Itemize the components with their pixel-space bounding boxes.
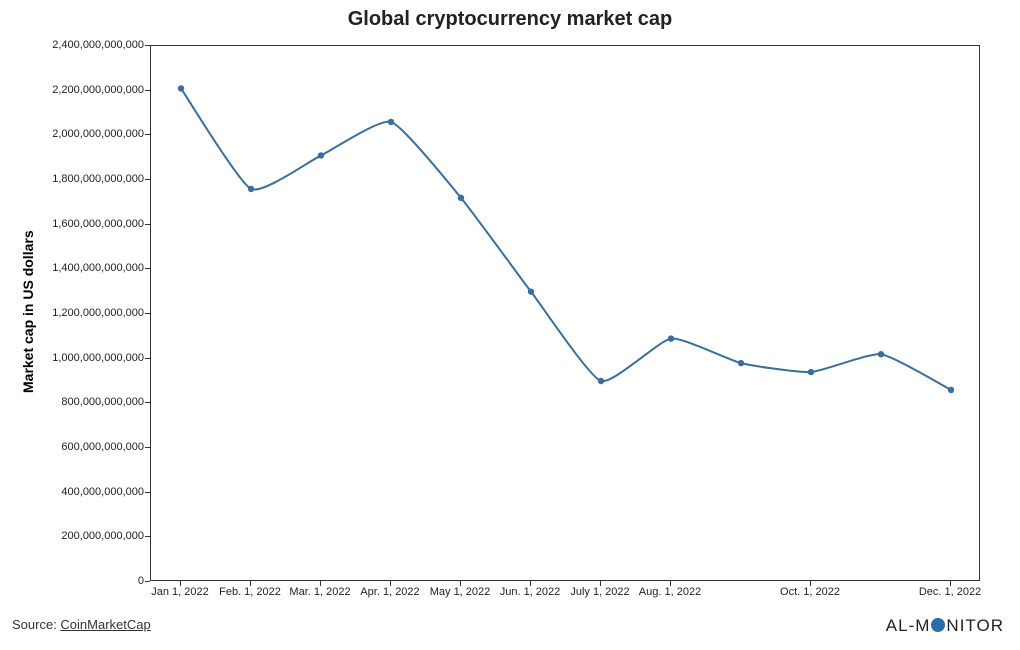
x-tick-mark	[950, 581, 951, 586]
y-tick-mark	[145, 313, 150, 314]
x-tick-mark	[530, 581, 531, 586]
chart-container: Global cryptocurrency market cap Market …	[0, 0, 1020, 650]
chart-title: Global cryptocurrency market cap	[0, 8, 1020, 31]
y-tick-label: 0	[138, 575, 144, 587]
x-tick-label: Dec. 1, 2022	[919, 586, 981, 598]
y-tick-label: 200,000,000,000	[61, 530, 144, 542]
brand-text-1: AL-M	[886, 616, 931, 635]
y-tick-label: 2,400,000,000,000	[52, 39, 144, 51]
data-point	[318, 152, 324, 158]
y-tick-label: 2,200,000,000,000	[52, 84, 144, 96]
y-tick-mark	[145, 447, 150, 448]
data-point	[598, 378, 604, 384]
data-point	[668, 335, 674, 341]
y-tick-label: 800,000,000,000	[61, 396, 144, 408]
source-prefix: Source:	[12, 617, 60, 632]
y-tick-mark	[145, 90, 150, 91]
x-tick-mark	[600, 581, 601, 586]
x-tick-mark	[180, 581, 181, 586]
x-tick-label: Apr. 1, 2022	[360, 586, 419, 598]
data-point	[178, 85, 184, 91]
y-tick-mark	[145, 224, 150, 225]
y-axis-title: Market cap in US dollars	[20, 230, 36, 393]
data-point	[458, 195, 464, 201]
x-tick-label: July 1, 2022	[570, 586, 629, 598]
y-tick-label: 400,000,000,000	[61, 486, 144, 498]
y-tick-label: 1,400,000,000,000	[52, 262, 144, 274]
data-point	[878, 351, 884, 357]
x-tick-mark	[250, 581, 251, 586]
x-tick-mark	[460, 581, 461, 586]
plot-area	[150, 45, 980, 581]
brand-text-2: NITOR	[946, 616, 1004, 635]
y-tick-label: 1,600,000,000,000	[52, 218, 144, 230]
y-tick-label: 1,800,000,000,000	[52, 173, 144, 185]
x-tick-label: Aug. 1, 2022	[639, 586, 701, 598]
y-tick-mark	[145, 268, 150, 269]
x-tick-label: Mar. 1, 2022	[289, 586, 350, 598]
data-point	[808, 369, 814, 375]
x-tick-mark	[810, 581, 811, 586]
line-chart-svg	[151, 46, 981, 582]
data-point	[528, 288, 534, 294]
data-point	[248, 186, 254, 192]
y-tick-mark	[145, 581, 150, 582]
x-tick-label: May 1, 2022	[430, 586, 491, 598]
y-tick-mark	[145, 402, 150, 403]
y-tick-mark	[145, 492, 150, 493]
y-tick-mark	[145, 45, 150, 46]
x-tick-label: Jan 1, 2022	[151, 586, 209, 598]
source-footer: Source: CoinMarketCap	[12, 617, 151, 632]
x-tick-label: Oct. 1, 2022	[780, 586, 840, 598]
source-link[interactable]: CoinMarketCap	[60, 617, 150, 632]
data-point	[948, 387, 954, 393]
brand-logo: AL-M NITOR	[886, 616, 1004, 636]
data-point	[738, 360, 744, 366]
x-tick-label: Feb. 1, 2022	[219, 586, 281, 598]
y-tick-label: 2,000,000,000,000	[52, 128, 144, 140]
y-tick-mark	[145, 358, 150, 359]
y-tick-label: 600,000,000,000	[61, 441, 144, 453]
x-tick-mark	[670, 581, 671, 586]
x-tick-label: Jun. 1, 2022	[500, 586, 561, 598]
data-line	[181, 88, 951, 390]
data-point	[388, 119, 394, 125]
x-tick-mark	[390, 581, 391, 586]
y-tick-mark	[145, 134, 150, 135]
y-tick-label: 1,000,000,000,000	[52, 352, 144, 364]
globe-icon	[931, 618, 945, 632]
y-tick-label: 1,200,000,000,000	[52, 307, 144, 319]
x-tick-mark	[320, 581, 321, 586]
y-tick-mark	[145, 536, 150, 537]
y-tick-mark	[145, 179, 150, 180]
